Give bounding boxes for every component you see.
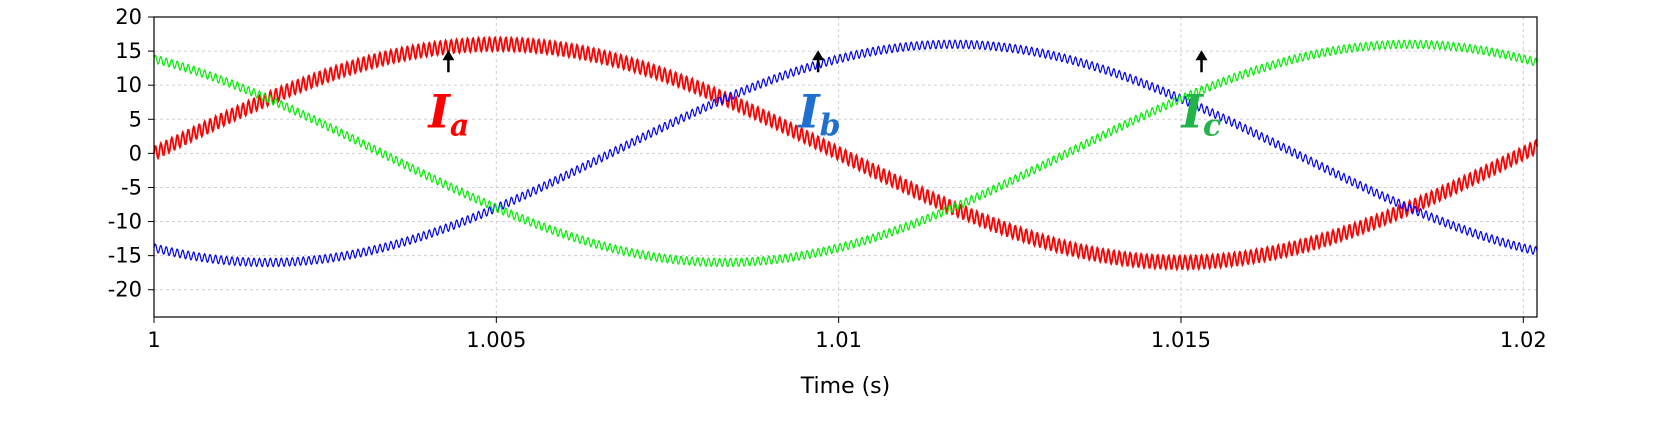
y-tick-label: -10 xyxy=(108,210,142,234)
series-label-ib: Ib xyxy=(796,84,841,143)
y-axis-ticks: 20 15 10 5 0 -5 -10 -15 -20 xyxy=(108,5,154,302)
y-tick-label: 15 xyxy=(115,39,142,63)
x-tick-label: 1 xyxy=(147,328,160,352)
x-tick-label: 1.02 xyxy=(1500,328,1547,352)
y-tick-label: 5 xyxy=(129,107,142,131)
peak-arrow-head xyxy=(1195,50,1208,61)
y-tick-label: -20 xyxy=(108,278,142,302)
y-tick-label: 20 xyxy=(115,5,142,29)
series-line-ia xyxy=(153,35,1538,272)
series-annotations: Ia Ib Ic xyxy=(426,50,1221,143)
y-tick-label: -5 xyxy=(121,175,142,199)
x-axis-ticks: 1 1.005 1.01 1.015 1.02 xyxy=(147,317,1547,352)
peak-arrow-head xyxy=(812,50,825,61)
x-tick-label: 1.005 xyxy=(466,328,526,352)
y-tick-label: 0 xyxy=(129,141,142,165)
series-line-ic xyxy=(153,39,1538,268)
y-tick-label: -15 xyxy=(108,244,142,268)
peak-arrow-head xyxy=(442,50,455,61)
y-tick-label: 10 xyxy=(115,73,142,97)
x-tick-label: 1.01 xyxy=(815,328,862,352)
x-tick-label: 1.015 xyxy=(1151,328,1211,352)
series-line-ib xyxy=(153,39,1538,268)
series-lines xyxy=(153,35,1538,272)
plot-frame xyxy=(153,16,1538,318)
series-label-ic: Ic xyxy=(1180,84,1222,143)
x-axis-title: Time (s) xyxy=(800,374,890,399)
series-label-ia: Ia xyxy=(426,84,469,143)
